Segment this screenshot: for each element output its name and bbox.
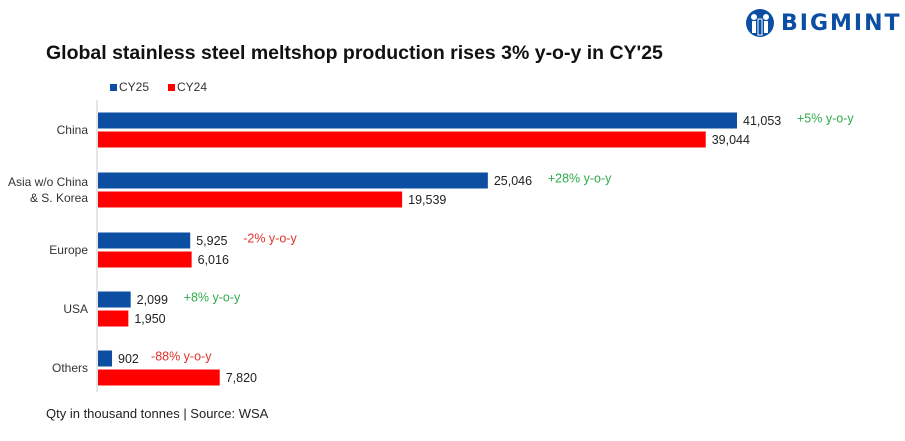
data-label-cy25: 25,046: [494, 174, 532, 188]
bar-cy25: [98, 112, 737, 129]
data-label-cy24: 7,820: [226, 371, 257, 385]
legend-swatch-cy24: [168, 84, 175, 91]
bar-cy25: [98, 232, 191, 249]
footnote: Qty in thousand tonnes | Source: WSA: [46, 406, 269, 421]
yoy-annotation: -2% y-o-y: [243, 232, 297, 246]
bar-cy24: [98, 191, 403, 208]
bar-cy24: [98, 251, 192, 268]
category-label: Others: [52, 361, 88, 375]
category-label: USA: [63, 302, 88, 316]
bar-cy25: [98, 291, 131, 308]
yoy-annotation: +8% y-o-y: [184, 291, 241, 305]
legend-label-cy25: CY25: [119, 80, 149, 94]
bigmint-logo: BIGMINT: [745, 8, 902, 38]
legend-label-cy24: CY24: [177, 80, 207, 94]
data-label-cy24: 1,950: [134, 312, 165, 326]
bar-cy24: [98, 131, 706, 148]
yoy-annotation: +5% y-o-y: [797, 112, 854, 126]
category-label: & S. Korea: [30, 191, 88, 205]
data-label-cy25: 41,053: [743, 114, 781, 128]
data-label-cy25: 902: [118, 352, 139, 366]
data-label-cy24: 6,016: [198, 253, 229, 267]
data-label-cy24: 39,044: [712, 133, 750, 147]
brand-name: BIGMINT: [781, 10, 902, 36]
bar-cy25: [98, 172, 488, 189]
yoy-annotation: +28% y-o-y: [548, 172, 612, 186]
data-label-cy25: 2,099: [137, 293, 168, 307]
category-label: China: [57, 123, 89, 137]
bar-cy25: [98, 350, 113, 367]
category-label: Asia w/o China: [8, 175, 88, 189]
bar-cy24: [98, 310, 129, 327]
data-label-cy25: 5,925: [196, 234, 227, 248]
bigmint-logo-icon: [746, 9, 774, 37]
category-label: Europe: [49, 243, 88, 257]
chart-title: Global stainless steel meltshop producti…: [46, 42, 663, 64]
legend-swatch-cy25: [110, 84, 117, 91]
yoy-annotation: -88% y-o-y: [151, 350, 212, 364]
data-label-cy24: 19,539: [408, 193, 446, 207]
bar-cy24: [98, 369, 220, 386]
